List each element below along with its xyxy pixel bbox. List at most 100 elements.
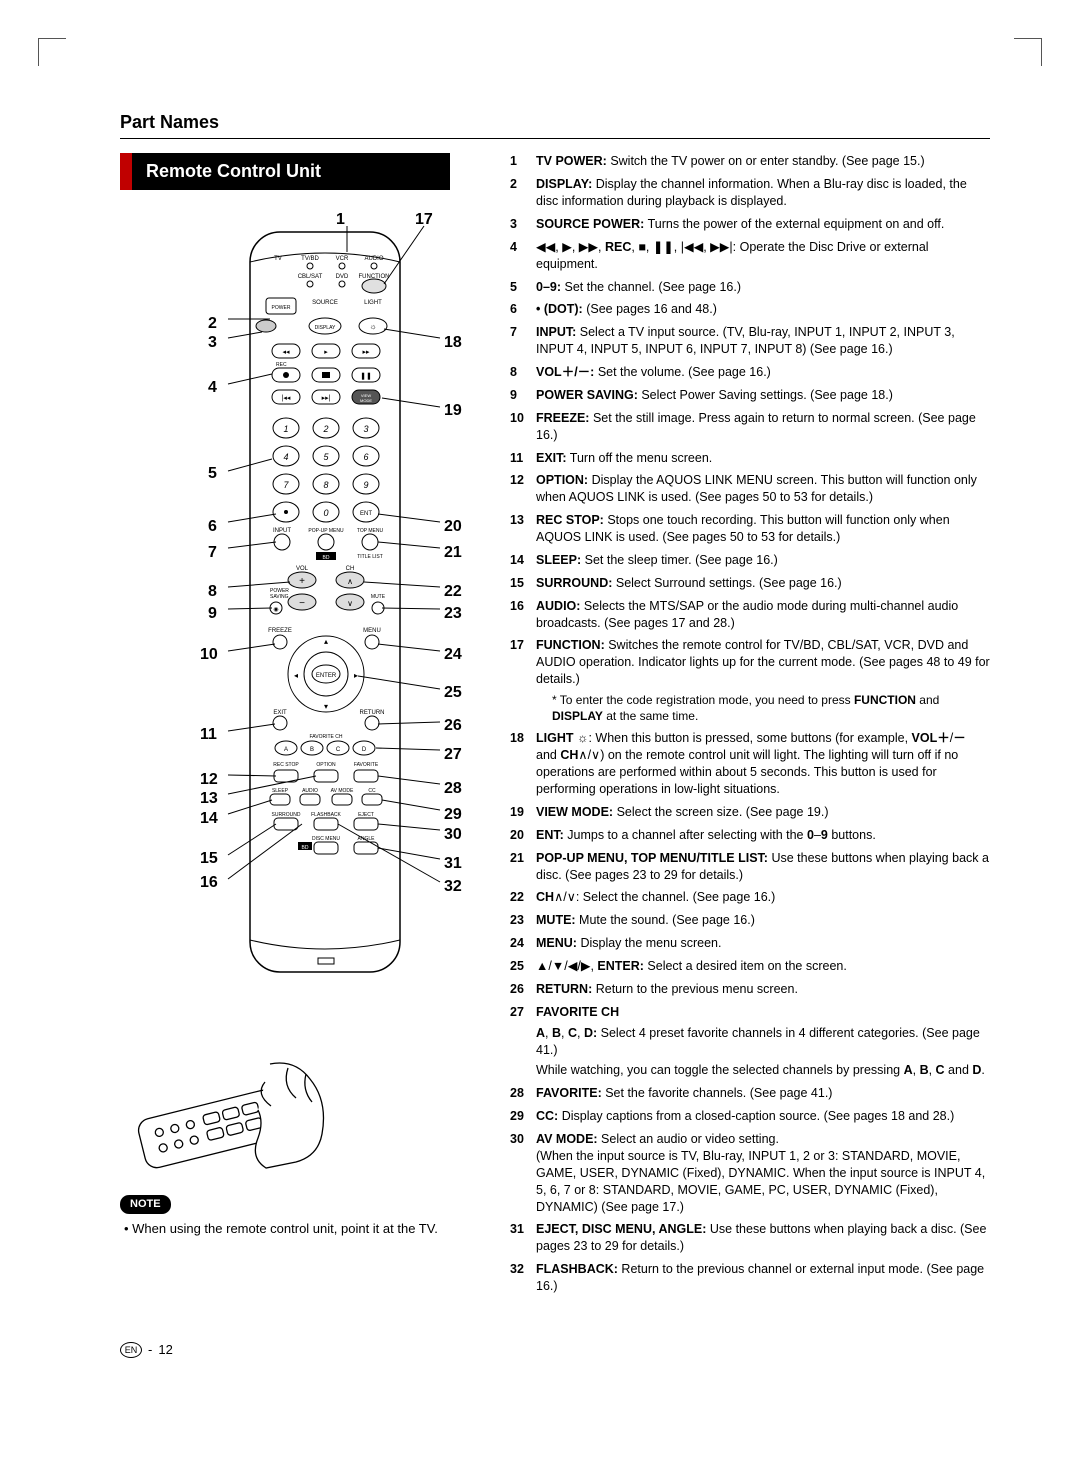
desc-body: SOURCE POWER: Turns the power of the ext… [536, 216, 990, 233]
desc-number: 29 [510, 1108, 536, 1125]
svg-text:LIGHT: LIGHT [364, 300, 382, 306]
callout-number: 14 [200, 808, 218, 830]
callout-number: 15 [200, 848, 218, 870]
svg-text:6: 6 [363, 452, 368, 462]
svg-text:POP-UP MENU: POP-UP MENU [308, 528, 344, 534]
desc-body: OPTION: Display the AQUOS LINK MENU scre… [536, 472, 990, 506]
desc-body: ◀◀, ▶, ▶▶, REC, ■, ❚❚, |◀◀, ▶▶|: Operate… [536, 239, 990, 273]
crop-mark [38, 38, 66, 66]
svg-text:SAVING: SAVING [270, 594, 289, 600]
svg-text:DVD: DVD [336, 274, 349, 280]
desc-body: DISPLAY: Display the channel information… [536, 176, 990, 210]
desc-body: 0–9: Set the channel. (See page 16.) [536, 279, 990, 296]
description-item: 1TV POWER: Switch the TV power on or ent… [510, 153, 990, 170]
page-number: 12 [158, 1341, 172, 1359]
svg-text:BD: BD [323, 555, 330, 561]
callout-number: 20 [444, 516, 462, 538]
description-item: 15SURROUND: Select Surround settings. (S… [510, 575, 990, 592]
description-item: 17FUNCTION: Switches the remote control … [510, 637, 990, 724]
desc-body: FLASHBACK: Return to the previous channe… [536, 1261, 990, 1295]
svg-text:ENTER: ENTER [316, 673, 337, 679]
callout-number: 27 [444, 744, 462, 766]
description-item: 13REC STOP: Stops one touch recording. T… [510, 512, 990, 546]
svg-text:DISPLAY: DISPLAY [315, 325, 336, 331]
svg-text:REC STOP: REC STOP [273, 762, 299, 768]
desc-number: 16 [510, 598, 536, 632]
description-item: 6• (DOT): (See pages 16 and 48.) [510, 301, 990, 318]
desc-number: 11 [510, 450, 536, 467]
svg-text:0: 0 [323, 508, 328, 518]
svg-text:INPUT: INPUT [273, 528, 291, 534]
svg-text:A: A [284, 747, 288, 753]
desc-body: MUTE: Mute the sound. (See page 16.) [536, 912, 990, 929]
desc-subnote: * To enter the code registration mode, y… [552, 692, 990, 724]
desc-number: 1 [510, 153, 536, 170]
callout-number: 19 [444, 400, 462, 422]
desc-body: FAVORITE: Set the favorite channels. (Se… [536, 1085, 990, 1102]
callout-number: 21 [444, 542, 462, 564]
callout-number: 24 [444, 644, 462, 666]
callout-number: 1 [336, 209, 345, 231]
description-item: 12OPTION: Display the AQUOS LINK MENU sc… [510, 472, 990, 506]
svg-text:SURROUND: SURROUND [272, 812, 301, 818]
svg-text:C: C [336, 747, 341, 753]
svg-text:B: B [310, 747, 314, 753]
svg-text:SLEEP: SLEEP [272, 788, 289, 794]
desc-number: 8 [510, 364, 536, 381]
desc-body: RETURN: Return to the previous menu scre… [536, 981, 990, 998]
callout-number: 18 [444, 332, 462, 354]
desc-number: 13 [510, 512, 536, 546]
description-item: 3SOURCE POWER: Turns the power of the ex… [510, 216, 990, 233]
desc-body: LIGHT ☼: When this button is pressed, so… [536, 730, 990, 798]
desc-number: 9 [510, 387, 536, 404]
desc-number: 6 [510, 301, 536, 318]
description-item: 31EJECT, DISC MENU, ANGLE: Use these but… [510, 1221, 990, 1255]
callout-number: 31 [444, 853, 462, 875]
svg-text:VCR: VCR [336, 256, 349, 262]
page-footer: EN - 12 [120, 1341, 990, 1359]
callout-number: 10 [200, 644, 218, 666]
svg-text:POWER: POWER [272, 305, 291, 311]
description-item: 18LIGHT ☼: When this button is pressed, … [510, 730, 990, 798]
svg-text:▸▸: ▸▸ [362, 349, 370, 356]
desc-number: 19 [510, 804, 536, 821]
callout-number: 26 [444, 715, 462, 737]
desc-number: 10 [510, 410, 536, 444]
right-column: 1TV POWER: Switch the TV power on or ent… [510, 153, 990, 1301]
description-item: 26RETURN: Return to the previous menu sc… [510, 981, 990, 998]
description-list: 1TV POWER: Switch the TV power on or ent… [510, 153, 990, 1295]
svg-text:TOP MENU: TOP MENU [357, 528, 384, 534]
note-block: NOTE • When using the remote control uni… [120, 1194, 480, 1237]
callout-number: 22 [444, 581, 462, 603]
description-item: 24MENU: Display the menu screen. [510, 935, 990, 952]
callout-number: 9 [208, 603, 217, 625]
svg-text:ENT: ENT [360, 511, 372, 517]
desc-body: INPUT: Select a TV input source. (TV, Bl… [536, 324, 990, 358]
desc-number: 25 [510, 958, 536, 975]
svg-text:CBL/SAT: CBL/SAT [298, 274, 323, 280]
svg-text:|◂◂: |◂◂ [282, 395, 291, 402]
desc-body: AV MODE: Select an audio or video settin… [536, 1131, 990, 1215]
svg-text:MUTE: MUTE [371, 594, 386, 600]
box-heading: Remote Control Unit [120, 153, 450, 189]
description-item: 20ENT: Jumps to a channel after selectin… [510, 827, 990, 844]
description-item: 4◀◀, ▶, ▶▶, REC, ■, ❚❚, |◀◀, ▶▶|: Operat… [510, 239, 990, 273]
desc-body: FUNCTION: Switches the remote control fo… [536, 637, 990, 724]
callout-number: 13 [200, 788, 218, 810]
desc-number: 2 [510, 176, 536, 210]
desc-number: 20 [510, 827, 536, 844]
callout-number: 6 [208, 516, 217, 538]
desc-number: 31 [510, 1221, 536, 1255]
svg-text:SOURCE: SOURCE [312, 300, 338, 306]
description-item: 23MUTE: Mute the sound. (See page 16.) [510, 912, 990, 929]
hand-illustration [120, 1044, 360, 1174]
desc-number: 17 [510, 637, 536, 724]
description-item: 9POWER SAVING: Select Power Saving setti… [510, 387, 990, 404]
description-item: 29CC: Display captions from a closed-cap… [510, 1108, 990, 1125]
svg-text:TV/BD: TV/BD [301, 256, 319, 262]
svg-text:FAVORITE CH: FAVORITE CH [310, 734, 343, 740]
desc-number: 5 [510, 279, 536, 296]
desc-number: 32 [510, 1261, 536, 1295]
desc-number: 22 [510, 889, 536, 906]
desc-extra: While watching, you can toggle the selec… [536, 1062, 990, 1079]
